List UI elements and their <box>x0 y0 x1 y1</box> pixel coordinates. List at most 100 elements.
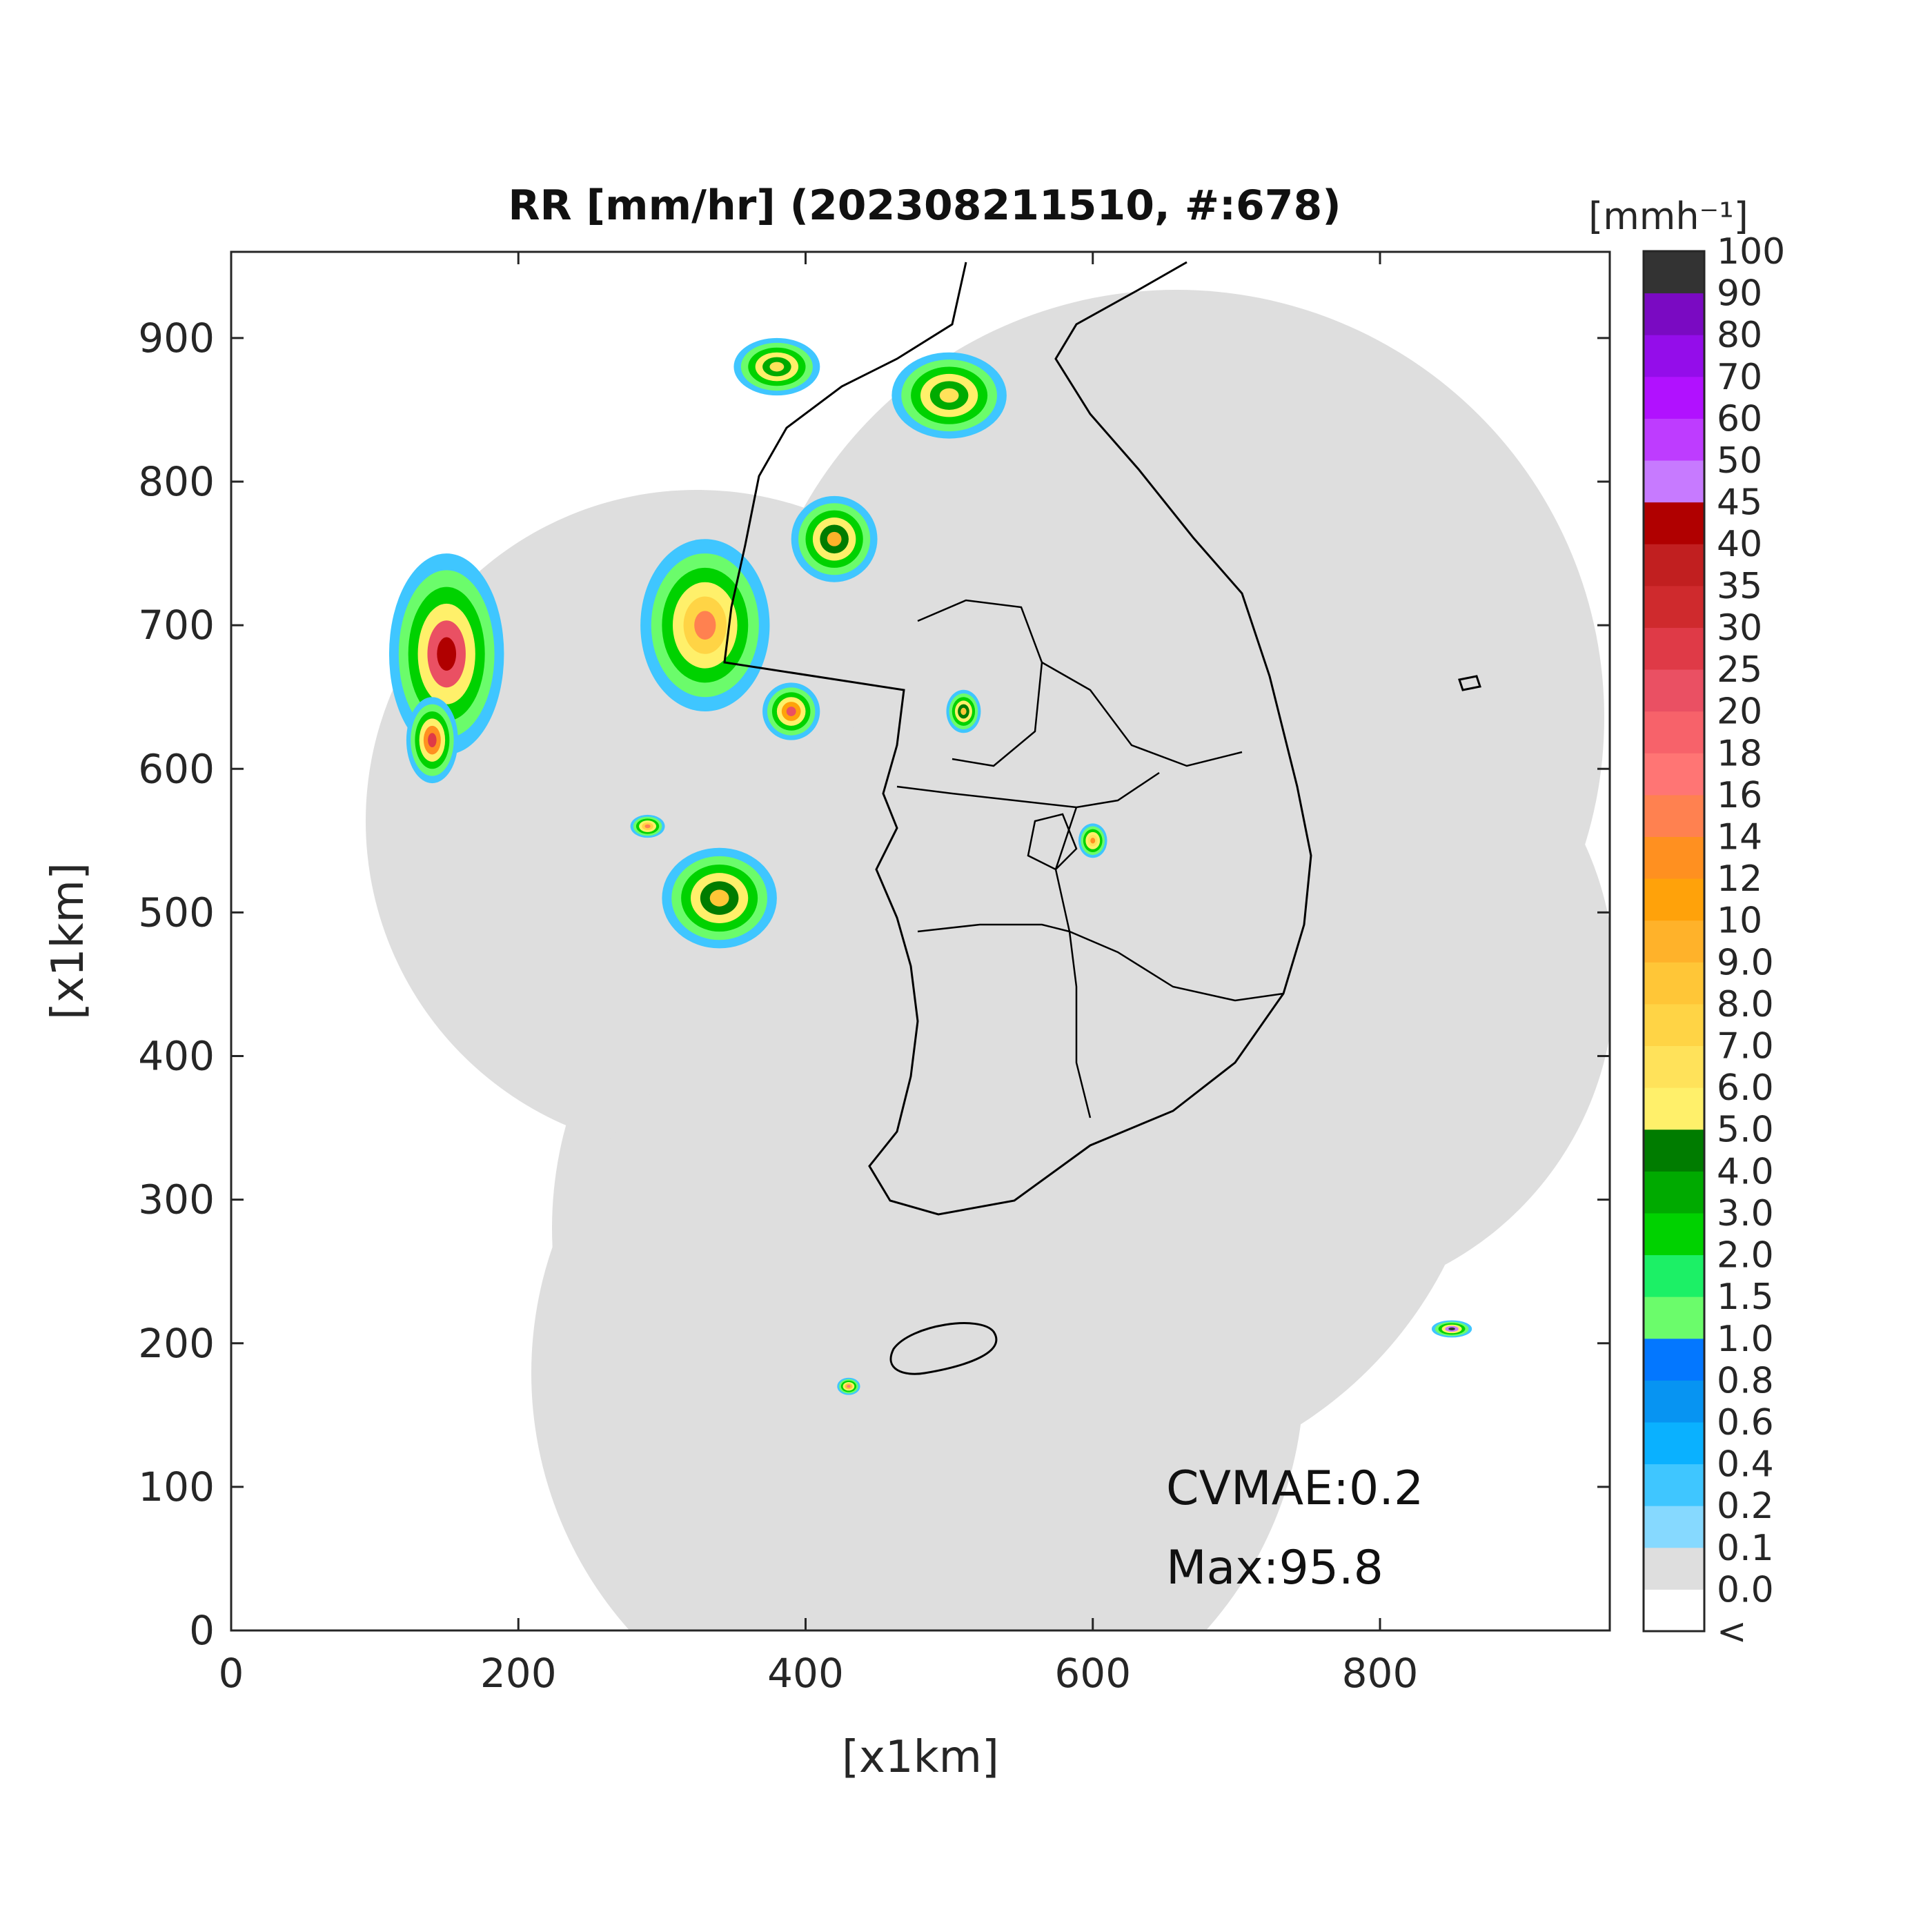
colorbar-segment <box>1644 794 1704 837</box>
colorbar-segment <box>1644 1506 1704 1548</box>
y-axis-label: [x1km] <box>43 862 94 1020</box>
colorbar-tick-label: 20 <box>1717 691 1762 733</box>
rain-cell <box>1431 1320 1472 1338</box>
colorbar-segment <box>1644 1254 1704 1297</box>
colorbar-tick-label: 6.0 <box>1717 1067 1774 1109</box>
rain-cell <box>1078 823 1107 858</box>
y-axis: 0 100 200 300 400 500 600 700 800 900 <box>138 315 1610 1654</box>
colorbar-segment <box>1644 627 1704 670</box>
colorbar-tick-label: 35 <box>1717 566 1762 607</box>
colorbar-tick-label: 100 <box>1717 231 1785 273</box>
colorbar-tick-label: 9.0 <box>1717 942 1774 983</box>
rain-cell-contour <box>847 1385 851 1388</box>
boundary-chungcheong <box>896 771 1160 809</box>
colorbar-segment <box>1644 1045 1704 1088</box>
max-annotation: Max:95.8 <box>1166 1541 1383 1595</box>
colorbar-segment <box>1644 335 1704 377</box>
colorbar-segment <box>1644 376 1704 419</box>
rain-cell <box>630 814 665 838</box>
boundary-daejeon <box>1027 813 1078 871</box>
y-tick-label: 200 <box>138 1320 215 1367</box>
colorbar-segment <box>1644 1003 1704 1047</box>
x-tick-label: 0 <box>219 1650 244 1697</box>
x-tick-label: 800 <box>1342 1650 1419 1697</box>
coastline <box>723 261 1481 1375</box>
jeju-island <box>889 1322 998 1375</box>
rain-cell-contour <box>1448 1327 1455 1331</box>
plot-area <box>231 252 1610 1630</box>
korea-west-coast <box>723 261 1312 1216</box>
colorbar-segment <box>1644 1297 1704 1339</box>
colorbar-tick-label: 40 <box>1717 524 1762 565</box>
colorbar-tick-label: 0.4 <box>1717 1444 1774 1486</box>
rain-cell-contour <box>709 889 729 907</box>
y-tick-label: 500 <box>138 889 215 936</box>
rain-cell <box>891 352 1007 439</box>
y-tick-label: 800 <box>138 458 215 505</box>
rain-cell <box>640 539 770 711</box>
rain-cell-contour <box>1090 838 1096 844</box>
colorbar-segment <box>1644 293 1704 335</box>
colorbar-segment <box>1644 502 1704 544</box>
boundary-gangwon <box>1041 661 1243 767</box>
rain-cell-contour <box>644 824 651 829</box>
colorbar-tick-label: 8.0 <box>1717 984 1774 1025</box>
y-tick-label: 900 <box>138 315 215 362</box>
colorbar-segment <box>1644 1547 1704 1590</box>
cvmae-annotation: CVMAE:0.2 <box>1166 1461 1423 1516</box>
colorbar-tick-label: 80 <box>1717 315 1762 356</box>
rain-cell-contour <box>960 707 967 716</box>
y-tick-label: 300 <box>138 1176 215 1223</box>
y-tick-label: 400 <box>138 1033 215 1080</box>
colorbar-tick-label: 14 <box>1717 816 1762 858</box>
radar-coverage <box>366 290 1610 1630</box>
colorbar-tick-label: 0.1 <box>1717 1528 1774 1569</box>
x-tick-label: 600 <box>1054 1650 1131 1697</box>
rain-cell-contour <box>694 611 716 640</box>
x-tick-label: 200 <box>480 1650 557 1697</box>
colorbar-segment <box>1644 1129 1704 1172</box>
colorbar-tick-label: 0.6 <box>1717 1402 1774 1443</box>
colorbar-segment <box>1644 1087 1704 1130</box>
colorbar-segment <box>1644 251 1704 294</box>
colorbar-unit-label: [mmh⁻¹] <box>1588 195 1748 238</box>
colorbar-tick-label: 7.0 <box>1717 1026 1774 1067</box>
boundary-jeolla <box>917 923 1092 1118</box>
colorbar-tick-label: 0.8 <box>1717 1360 1774 1401</box>
colorbar-segment <box>1644 711 1704 753</box>
colorbar-frame <box>1642 250 1706 1633</box>
colorbar-segment <box>1644 1212 1704 1256</box>
colorbar-segment <box>1644 962 1704 1005</box>
colorbar-tick-label: 1.5 <box>1717 1276 1774 1318</box>
rain-cell-contour <box>786 707 796 716</box>
ulleung-island <box>1458 675 1481 691</box>
colorbar-tick-label: 25 <box>1717 649 1762 691</box>
rain-cell-contour <box>939 388 959 403</box>
rain-cell <box>791 495 878 582</box>
colorbar-segment <box>1644 1463 1704 1506</box>
colorbar-tick-label: 0.2 <box>1717 1486 1774 1527</box>
colorbar-segment <box>1644 544 1704 586</box>
colorbar-tick-label: 45 <box>1717 482 1762 524</box>
x-tick-label: 400 <box>767 1650 844 1697</box>
colorbar-tick-label: 5.0 <box>1717 1110 1774 1151</box>
colorbar-segment <box>1644 1589 1704 1632</box>
chart-title: RR [mm/hr] (202308211510, #:678) <box>508 181 1341 230</box>
rain-cell <box>733 337 820 396</box>
colorbar-segment <box>1644 1380 1704 1423</box>
colorbar-tick-label: 70 <box>1717 357 1762 398</box>
colorbar-tick-label: 60 <box>1717 398 1762 440</box>
axes-frame <box>230 250 1611 1632</box>
colorbar-tick-label: 1.0 <box>1717 1319 1774 1360</box>
colorbar-tick-label: 16 <box>1717 775 1762 816</box>
colorbar-tick-label: 18 <box>1717 733 1762 774</box>
colorbar-segment <box>1644 836 1704 879</box>
colorbar-segment <box>1644 460 1704 503</box>
colorbar-tick-label: 90 <box>1717 273 1762 315</box>
colorbar-tick-label: 10 <box>1717 900 1762 942</box>
colorbar-segment <box>1644 1171 1704 1214</box>
colorbar-segment <box>1644 1338 1704 1381</box>
colorbar <box>1644 251 1704 1632</box>
coverage-east <box>966 656 1610 1304</box>
